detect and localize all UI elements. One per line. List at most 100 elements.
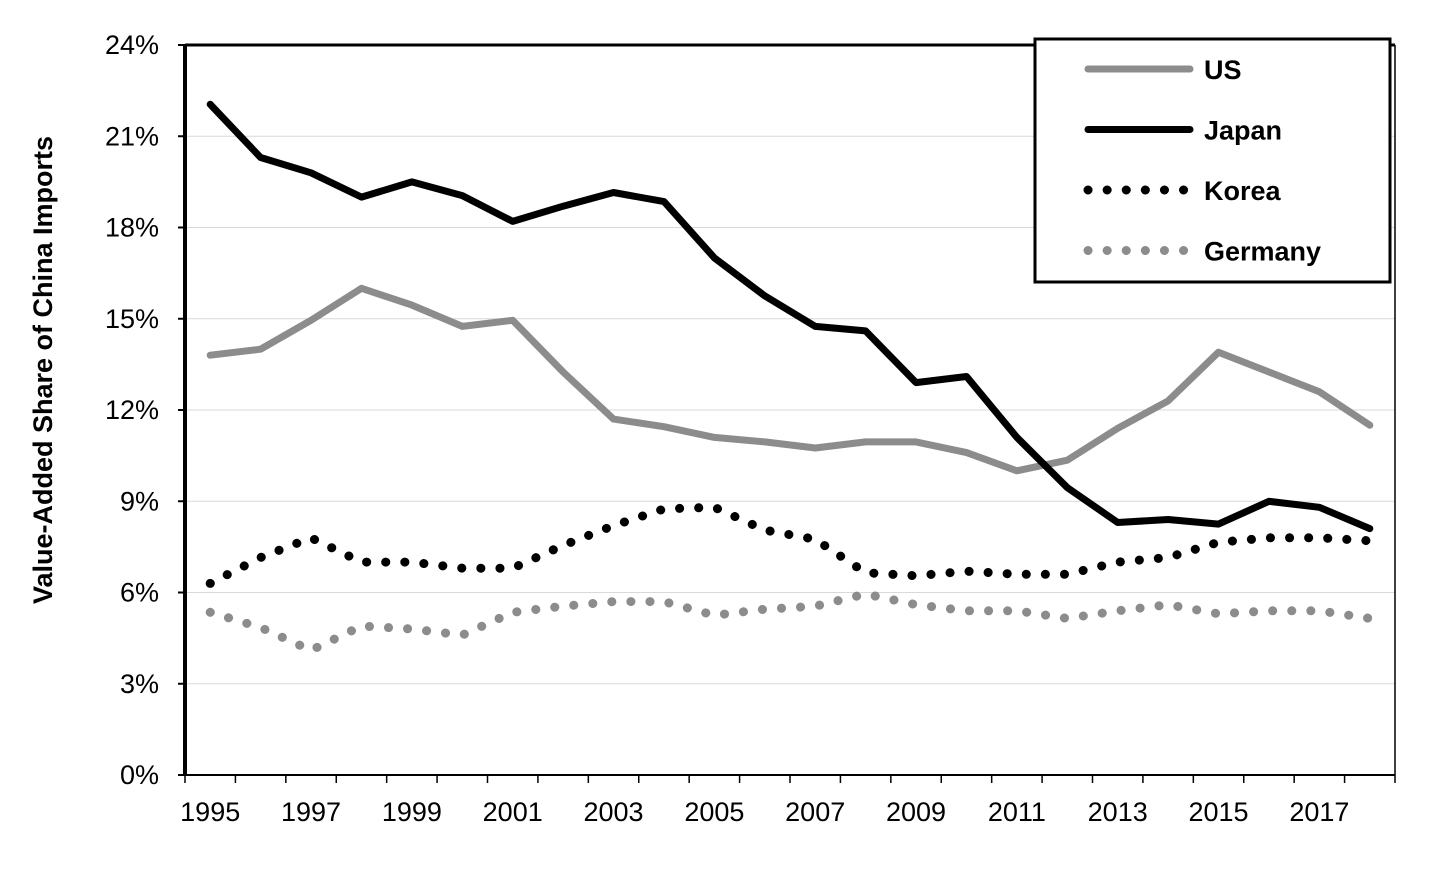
data-point	[764, 295, 765, 296]
data-point	[361, 196, 362, 197]
data-point	[563, 606, 564, 607]
data-point	[815, 606, 816, 607]
data-point	[1268, 501, 1269, 502]
y-tick-label: 6%	[120, 578, 159, 608]
data-point	[462, 568, 463, 569]
data-point	[462, 634, 463, 635]
data-point	[714, 507, 715, 508]
legend: US Japan Korea Germany	[1033, 37, 1392, 284]
data-point	[1369, 425, 1370, 426]
data-point	[1067, 618, 1068, 619]
data-point	[714, 615, 715, 616]
data-point	[512, 320, 513, 321]
data-point	[915, 441, 916, 442]
y-tick-label: 21%	[105, 121, 159, 151]
x-tick-label: 1997	[281, 797, 341, 827]
data-point	[613, 601, 614, 602]
data-point	[260, 557, 261, 558]
y-tick-label: 12%	[105, 395, 159, 425]
data-point	[1067, 487, 1068, 488]
data-point	[310, 172, 311, 173]
y-tick-label: 18%	[105, 213, 159, 243]
legend-box	[1033, 37, 1392, 284]
x-tick-label: 2005	[684, 797, 744, 827]
data-point	[260, 627, 261, 628]
data-point	[1218, 542, 1219, 543]
data-point	[1268, 371, 1269, 372]
data-point	[714, 257, 715, 258]
data-point	[1369, 540, 1370, 541]
data-point	[1369, 618, 1370, 619]
data-point	[663, 201, 664, 202]
data-point	[1319, 610, 1320, 611]
data-point	[1117, 561, 1118, 562]
data-point	[1067, 460, 1068, 461]
data-point	[210, 583, 211, 584]
x-tick-label: 2009	[886, 797, 946, 827]
x-tick-label: 1999	[382, 797, 442, 827]
data-point	[310, 650, 311, 651]
series-layer	[205, 100, 1375, 655]
data-point	[613, 525, 614, 526]
legend-label-korea: Korea	[1204, 176, 1282, 206]
data-point	[764, 441, 765, 442]
x-tick-label: 2001	[483, 797, 543, 827]
series-points-germany	[210, 593, 1371, 650]
data-point	[563, 206, 564, 207]
data-point	[764, 609, 765, 610]
data-point	[1319, 391, 1320, 392]
data-point	[512, 612, 513, 613]
y-tick-label: 0%	[120, 760, 159, 790]
data-point	[966, 452, 967, 453]
data-point	[966, 610, 967, 611]
data-point	[1016, 574, 1017, 575]
data-point	[411, 181, 412, 182]
data-point	[310, 537, 311, 538]
data-point	[815, 447, 816, 448]
data-point	[462, 195, 463, 196]
data-point	[966, 571, 967, 572]
legend-label-us: US	[1204, 55, 1242, 85]
x-tick-label: 1995	[180, 797, 240, 827]
data-point	[1117, 610, 1118, 611]
data-point	[815, 326, 816, 327]
data-point	[1168, 400, 1169, 401]
data-point	[512, 221, 513, 222]
y-tick-label: 3%	[120, 669, 159, 699]
x-tick-label: 2011	[988, 797, 1046, 827]
y-axis-ticks: 0% 3% 6% 9% 12% 15% 18% 21% 24%	[105, 30, 185, 790]
data-point	[865, 330, 866, 331]
data-point	[1016, 610, 1017, 611]
x-tick-label: 2007	[785, 797, 845, 827]
gridlines	[185, 135, 1395, 685]
data-point	[663, 508, 664, 509]
data-point	[865, 572, 866, 573]
data-point	[865, 441, 866, 442]
data-point	[1319, 507, 1320, 508]
data-point	[663, 601, 664, 602]
data-point	[1268, 610, 1269, 611]
data-point	[310, 320, 311, 321]
y-tick-label: 24%	[105, 30, 159, 60]
x-tick-label: 2015	[1189, 797, 1249, 827]
data-point	[663, 426, 664, 427]
data-point	[1016, 470, 1017, 471]
data-point	[1218, 523, 1219, 524]
y-axis-label: Value-Added Share of China Imports	[28, 136, 58, 604]
data-point	[764, 530, 765, 531]
legend-label-japan: Japan	[1204, 116, 1282, 146]
data-point	[915, 382, 916, 383]
data-point	[1168, 557, 1169, 558]
series-line-korea	[205, 502, 1375, 588]
data-point	[1218, 613, 1219, 614]
x-tick-label: 2017	[1289, 797, 1349, 827]
data-point	[260, 349, 261, 350]
data-point	[1117, 428, 1118, 429]
x-axis-ticks: 1995 1997 1999 2001 2003 2005 2007 2009 2011 2013…	[180, 775, 1396, 827]
series-line-us	[206, 284, 1374, 475]
data-point	[361, 288, 362, 289]
data-point	[1016, 437, 1017, 438]
data-point	[563, 371, 564, 372]
data-point	[915, 575, 916, 576]
data-point	[966, 376, 967, 377]
